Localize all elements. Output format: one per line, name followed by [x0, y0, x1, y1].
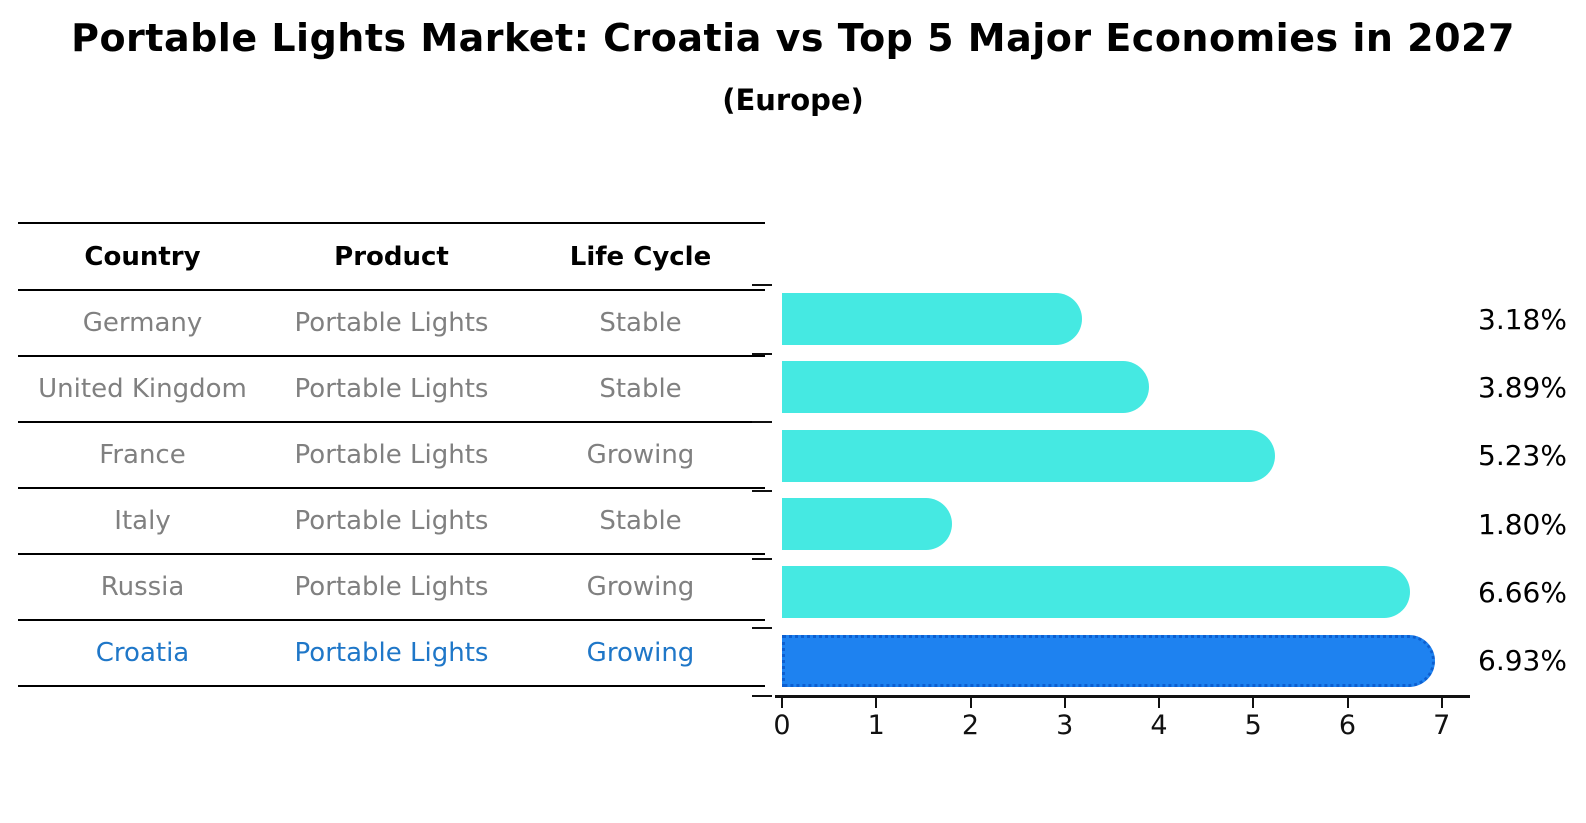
x-tick-label: 4	[1150, 710, 1168, 741]
cell-product: Portable Lights	[294, 638, 489, 668]
table-row-italy: Italy Portable Lights Stable	[18, 489, 765, 555]
x-tick-label: 2	[961, 710, 980, 741]
y-tick-dash	[752, 489, 772, 492]
cell-product: Portable Lights	[294, 440, 489, 470]
table-row-france: France Portable Lights Growing	[18, 423, 765, 489]
y-axis-ticks	[752, 284, 772, 697]
cell-life-cycle: Growing	[586, 638, 695, 668]
y-tick-dash	[752, 352, 772, 355]
bar-germany	[782, 293, 1082, 345]
table-row-united-kingdom: United Kingdom Portable Lights Stable	[18, 357, 765, 423]
y-tick-dash	[752, 695, 772, 697]
bar-united-kingdom	[782, 361, 1149, 414]
cell-country: Italy	[114, 506, 171, 536]
cell-product: Portable Lights	[294, 572, 489, 602]
cell-product: Portable Lights	[294, 506, 489, 536]
bar-slot-france	[782, 422, 1470, 490]
bar-plot	[782, 285, 1470, 695]
y-tick-dash	[752, 558, 772, 560]
cell-product: Portable Lights	[294, 308, 489, 338]
cell-country: United Kingdom	[38, 374, 247, 404]
x-tick-label: 5	[1244, 710, 1262, 741]
cell-country: Germany	[82, 308, 203, 338]
value-label-france: 5.23%	[1478, 439, 1567, 473]
x-tick-mark	[781, 698, 783, 708]
value-label-italy: 1.80%	[1478, 507, 1567, 541]
bar-france	[782, 429, 1275, 482]
bar-slot-united-kingdom	[782, 353, 1470, 421]
value-label-croatia: 6.93%	[1478, 644, 1567, 678]
cell-life-cycle: Growing	[586, 440, 695, 470]
x-tick-label: 7	[1433, 710, 1451, 741]
table-row-germany: Germany Portable Lights Stable	[18, 291, 765, 357]
cell-country: France	[99, 440, 186, 470]
bar-russia	[782, 566, 1410, 619]
bar-slot-germany	[782, 285, 1470, 353]
chart-subtitle: (Europe)	[722, 83, 864, 117]
x-tick-mark	[1440, 698, 1443, 708]
y-tick-dash	[752, 284, 772, 286]
y-tick-dash	[752, 421, 772, 423]
cell-life-cycle: Growing	[586, 572, 695, 602]
table-row-russia: Russia Portable Lights Growing	[18, 555, 765, 621]
bar-croatia	[782, 634, 1436, 687]
cell-country: Croatia	[95, 638, 190, 668]
value-label-russia: 6.66%	[1478, 575, 1567, 609]
header-country: Country	[84, 241, 201, 272]
header-life-cycle: Life Cycle	[569, 241, 712, 272]
cell-life-cycle: Stable	[599, 308, 682, 338]
x-tick-mark	[969, 698, 972, 708]
bar-slot-russia	[782, 558, 1470, 626]
x-tick-mark	[1063, 698, 1066, 708]
cell-country: Russia	[100, 572, 185, 602]
bar-slot-italy	[782, 490, 1470, 558]
chart-title: Portable Lights Market: Croatia vs Top 5…	[71, 16, 1515, 60]
x-tick-mark	[1158, 698, 1160, 708]
bar-slot-croatia	[782, 627, 1470, 695]
x-tick-mark	[875, 698, 878, 708]
x-tick-label: 0	[773, 710, 791, 741]
cell-life-cycle: Stable	[599, 506, 682, 536]
value-labels: 3.18% 3.89% 5.23% 1.80% 6.66% 6.93%	[1478, 285, 1586, 695]
y-tick-dash	[752, 626, 772, 629]
x-axis: 0 1 2 3 4 5 6 7	[773, 698, 1470, 758]
x-tick-label: 6	[1338, 710, 1357, 741]
x-tick-mark	[1346, 698, 1349, 708]
x-tick-label: 1	[867, 710, 885, 741]
cell-product: Portable Lights	[294, 374, 489, 404]
table-header-row: Country Product Life Cycle	[18, 224, 765, 291]
x-tick-label: 3	[1056, 710, 1074, 741]
value-label-united-kingdom: 3.89%	[1478, 370, 1567, 404]
country-table: Country Product Life Cycle Germany Porta…	[18, 222, 765, 687]
x-axis-line	[775, 695, 1470, 698]
header-product: Product	[334, 241, 449, 272]
cell-life-cycle: Stable	[599, 374, 682, 404]
value-label-germany: 3.18%	[1478, 302, 1567, 336]
table-row-croatia: Croatia Portable Lights Growing	[18, 621, 765, 687]
bar-italy	[782, 497, 952, 550]
x-tick-mark	[1252, 698, 1255, 708]
